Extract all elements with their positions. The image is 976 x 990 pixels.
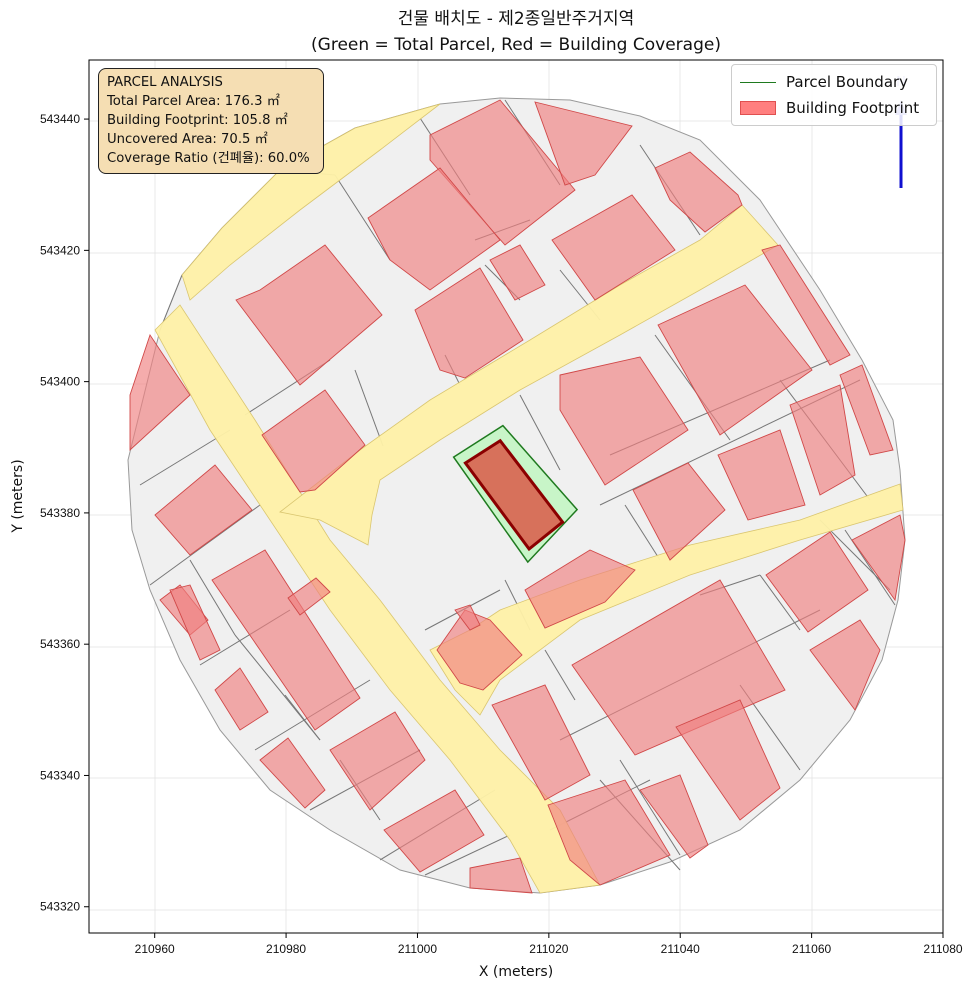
y-tick-label: 543340 (40, 768, 80, 782)
map-title-line2: (Green = Total Parcel, Red = Building Co… (311, 35, 721, 55)
x-axis-label: X (meters) (479, 964, 553, 980)
y-tick-label: 543400 (40, 375, 80, 389)
x-tick-label: 210980 (266, 942, 306, 956)
x-tick-label: 210960 (135, 942, 175, 956)
legend-label-parcel-boundary: Parcel Boundary (786, 73, 909, 91)
map-title-line1: 건물 배치도 - 제2종일반주거지역 (398, 9, 634, 29)
legend-item-parcel-boundary: Parcel Boundary (740, 71, 908, 93)
target-building[interactable] (463, 438, 565, 552)
roads (154, 103, 904, 894)
legend-item-building-footprint: Building Footprint (740, 97, 919, 119)
axes-frame (88, 59, 944, 934)
x-tick-label: 211000 (398, 942, 437, 956)
info-building-footprint: Building Footprint: 105.8 ㎡ (107, 113, 288, 128)
parcel-analysis-box: PARCEL ANALYSIS Total Parcel Area: 176.3… (98, 68, 324, 174)
y-tick-label: 543380 (40, 506, 80, 520)
info-total-parcel-area: Total Parcel Area: 176.3 ㎡ (107, 94, 280, 109)
y-tick-label: 543320 (40, 900, 80, 914)
info-coverage-ratio: Coverage Ratio (건폐율): 60.0% (107, 151, 310, 166)
x-tick-label: 211040 (661, 942, 700, 956)
x-tick-label: 211020 (529, 942, 568, 956)
info-heading: PARCEL ANALYSIS (107, 75, 223, 90)
context-buildings (129, 99, 906, 894)
legend-patch-swatch (740, 101, 776, 115)
y-axis-ticks: 543440 543420 543400 543380 543360 543340 5433… (40, 112, 89, 914)
y-axis-label: Y (meters) (10, 459, 26, 533)
y-tick-label: 543420 (40, 243, 80, 257)
legend-label-building-footprint: Building Footprint (786, 99, 920, 117)
legend-line-swatch (740, 81, 776, 83)
x-tick-label: 211060 (792, 942, 831, 956)
x-tick-label: 211080 (923, 942, 962, 956)
map-legend: Parcel Boundary Building Footprint (731, 64, 937, 126)
y-tick-label: 543360 (40, 637, 80, 651)
info-uncovered-area: Uncovered Area: 70.5 ㎡ (107, 132, 268, 147)
x-axis-ticks: 210960 210980 211000 211020 211040 211060 2110… (135, 933, 963, 956)
y-tick-label: 543440 (40, 112, 80, 126)
